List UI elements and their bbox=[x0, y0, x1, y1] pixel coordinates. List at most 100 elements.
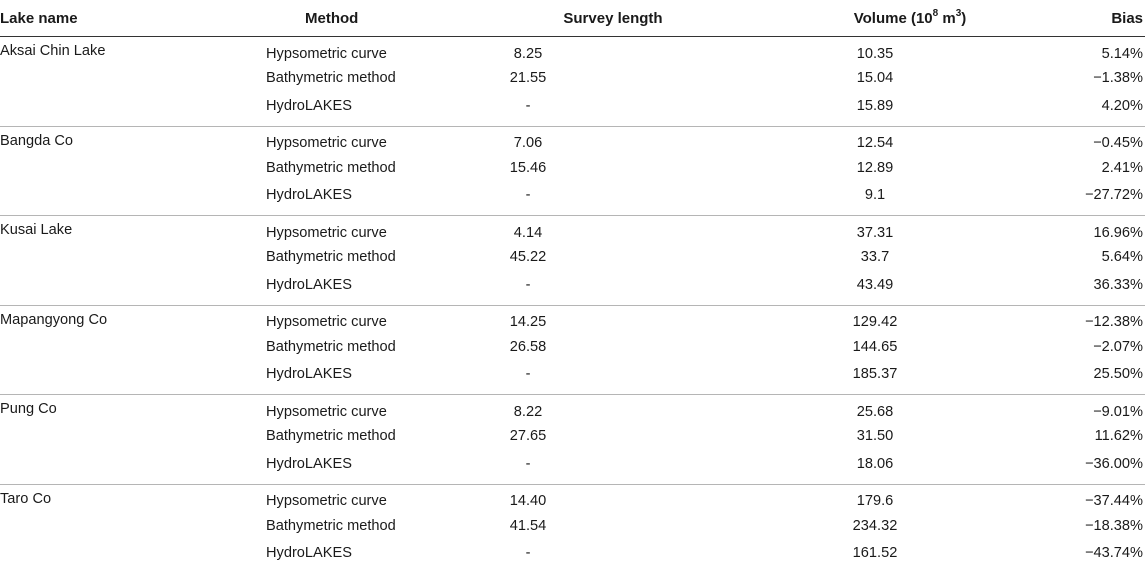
cell-lake-name-empty bbox=[0, 512, 258, 540]
cell-lake-name-empty bbox=[0, 244, 258, 272]
cell-volume: 9.1 bbox=[758, 182, 1062, 216]
cell-survey-length: 26.58 bbox=[468, 333, 758, 361]
table-row: HydroLAKES-9.1−27.72% bbox=[0, 182, 1145, 216]
cell-survey-length: - bbox=[468, 92, 758, 126]
cell-survey-length: 14.25 bbox=[468, 305, 758, 333]
cell-survey-length: - bbox=[468, 271, 758, 305]
cell-bias: −0.45% bbox=[1062, 126, 1145, 154]
header-lake-name: Lake name bbox=[0, 0, 258, 37]
cell-bias: 11.62% bbox=[1062, 423, 1145, 451]
cell-method: Bathymetric method bbox=[258, 65, 468, 93]
cell-volume: 43.49 bbox=[758, 271, 1062, 305]
cell-bias: −1.38% bbox=[1062, 65, 1145, 93]
cell-bias: 4.20% bbox=[1062, 92, 1145, 126]
cell-bias: −36.00% bbox=[1062, 450, 1145, 484]
cell-method: Hypsometric curve bbox=[258, 37, 468, 65]
cell-bias: 16.96% bbox=[1062, 216, 1145, 244]
cell-method: HydroLAKES bbox=[258, 450, 468, 484]
cell-bias: 5.64% bbox=[1062, 244, 1145, 272]
header-method: Method bbox=[258, 0, 468, 37]
cell-lake-name-empty bbox=[0, 65, 258, 93]
cell-volume: 129.42 bbox=[758, 305, 1062, 333]
header-volume-prefix: Volume (10 bbox=[854, 10, 933, 27]
cell-lake-name-empty bbox=[0, 271, 258, 305]
cell-bias: −27.72% bbox=[1062, 182, 1145, 216]
cell-volume: 10.35 bbox=[758, 37, 1062, 65]
cell-method: Bathymetric method bbox=[258, 512, 468, 540]
table-row: HydroLAKES-18.06−36.00% bbox=[0, 450, 1145, 484]
header-row: Lake name Method Survey length Volume (1… bbox=[0, 0, 1145, 37]
header-volume-unit-exponent: 3 bbox=[956, 8, 962, 19]
cell-volume: 234.32 bbox=[758, 512, 1062, 540]
cell-lake-name: Aksai Chin Lake bbox=[0, 37, 258, 65]
cell-lake-name: Taro Co bbox=[0, 484, 258, 512]
cell-survey-length: 21.55 bbox=[468, 65, 758, 93]
cell-bias: 5.14% bbox=[1062, 37, 1145, 65]
cell-volume: 18.06 bbox=[758, 450, 1062, 484]
cell-method: Hypsometric curve bbox=[258, 216, 468, 244]
cell-method: Hypsometric curve bbox=[258, 395, 468, 423]
cell-lake-name: Pung Co bbox=[0, 395, 258, 423]
cell-lake-name: Mapangyong Co bbox=[0, 305, 258, 333]
cell-volume: 185.37 bbox=[758, 361, 1062, 395]
header-bias: Bias bbox=[1062, 0, 1145, 37]
cell-survey-length: 41.54 bbox=[468, 512, 758, 540]
cell-volume: 15.89 bbox=[758, 92, 1062, 126]
cell-survey-length: - bbox=[468, 540, 758, 573]
cell-bias: 2.41% bbox=[1062, 154, 1145, 182]
cell-survey-length: - bbox=[468, 361, 758, 395]
header-volume: Volume (108 m3) bbox=[758, 0, 1062, 37]
cell-volume: 161.52 bbox=[758, 540, 1062, 573]
cell-lake-name-empty bbox=[0, 423, 258, 451]
cell-survey-length: 27.65 bbox=[468, 423, 758, 451]
cell-method: Bathymetric method bbox=[258, 244, 468, 272]
cell-method: Hypsometric curve bbox=[258, 305, 468, 333]
cell-method: HydroLAKES bbox=[258, 361, 468, 395]
cell-survey-length: 7.06 bbox=[468, 126, 758, 154]
cell-lake-name-empty bbox=[0, 540, 258, 573]
cell-volume: 12.89 bbox=[758, 154, 1062, 182]
cell-lake-name: Bangda Co bbox=[0, 126, 258, 154]
lake-volume-table-container: Lake name Method Survey length Volume (1… bbox=[0, 0, 1145, 529]
cell-lake-name-empty bbox=[0, 154, 258, 182]
cell-survey-length: 4.14 bbox=[468, 216, 758, 244]
cell-survey-length: 14.40 bbox=[468, 484, 758, 512]
header-survey-length: Survey length bbox=[468, 0, 758, 37]
cell-bias: −12.38% bbox=[1062, 305, 1145, 333]
cell-lake-name-empty bbox=[0, 182, 258, 216]
cell-bias: −43.74% bbox=[1062, 540, 1145, 573]
header-volume-unit: m bbox=[938, 10, 956, 27]
cell-lake-name-empty bbox=[0, 361, 258, 395]
cell-volume: 37.31 bbox=[758, 216, 1062, 244]
cell-survey-length: 8.25 bbox=[468, 37, 758, 65]
cell-method: Bathymetric method bbox=[258, 333, 468, 361]
cell-lake-name-empty bbox=[0, 92, 258, 126]
cell-survey-length: 8.22 bbox=[468, 395, 758, 423]
cell-volume: 25.68 bbox=[758, 395, 1062, 423]
cell-method: Hypsometric curve bbox=[258, 126, 468, 154]
cell-method: Hypsometric curve bbox=[258, 484, 468, 512]
cell-method: HydroLAKES bbox=[258, 540, 468, 573]
cell-volume: 15.04 bbox=[758, 65, 1062, 93]
cell-method: Bathymetric method bbox=[258, 154, 468, 182]
cell-volume: 179.6 bbox=[758, 484, 1062, 512]
cell-survey-length: - bbox=[468, 450, 758, 484]
cell-survey-length: 15.46 bbox=[468, 154, 758, 182]
cell-survey-length: - bbox=[468, 182, 758, 216]
cell-method: HydroLAKES bbox=[258, 92, 468, 126]
cell-bias: −18.38% bbox=[1062, 512, 1145, 540]
cell-bias: −9.01% bbox=[1062, 395, 1145, 423]
